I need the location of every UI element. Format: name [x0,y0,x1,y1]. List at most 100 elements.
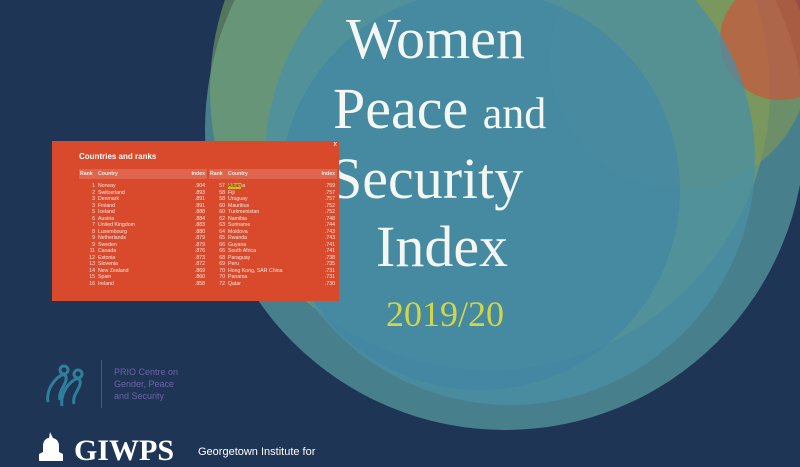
table-row: 60 Turkmenistan .752 [209,209,337,216]
table-row: 58 Fiji .757 [209,190,337,197]
table-row: 69 Peru .735 [209,261,337,268]
rank-cell: 12 [89,254,95,261]
country-cell: New Zealand [98,267,129,274]
cover-title-line-2: Peace and [333,76,547,141]
rank-cell: 3 [92,196,95,202]
country-cell: Paraguay [228,254,251,261]
rank-cell: 58 [219,189,225,196]
country-cell: Rwanda [228,235,248,241]
table-row: 66 South Africa .741 [209,248,337,255]
rank-cell: 69 [219,261,225,267]
country-cell: Panama [228,274,248,280]
table-row: 16 Ireland .858 [79,281,207,288]
header-country: Country [98,171,118,177]
index-cell: .735 [324,261,335,267]
table-header: Rank Country Index [209,169,337,179]
close-icon[interactable]: x [333,141,338,148]
table-row: 9 Sweden .879 [79,242,207,249]
country-cell: Switzerland [98,189,125,196]
index-cell: .876 [194,248,205,254]
index-cell: .891 [194,202,205,209]
index-cell: .752 [324,202,335,209]
countries-ranks-panel: x Countries and ranks Rank Country Index… [52,141,339,301]
index-cell: .744 [324,222,335,228]
table-row: 2 Switzerland .893 [79,190,207,197]
rank-cell: 60 [219,202,225,209]
prio-name: PRIO Centre on Gender, Peace and Securit… [114,367,179,401]
country-cell: Norway [98,183,116,189]
giwps-description: Georgetown Institute for [198,446,316,458]
header-rank: Rank [80,171,93,177]
index-cell: .731 [324,267,335,274]
index-cell: .741 [324,241,335,248]
country-cell: Fiji [228,189,235,196]
country-cell: Namibia [228,215,248,222]
cover-title-line-3: Security [330,146,524,211]
index-cell: .860 [194,274,205,280]
country-cell: Guyana [228,241,247,248]
country-cell: South Africa [228,248,256,254]
country-cell: Moldova [228,228,248,235]
rank-cell: 57 [219,183,225,189]
country-cell: Finland [98,202,116,209]
country-cell: Estonia [98,254,116,261]
table-row: 12 Estonia .873 [79,255,207,262]
index-cell: .858 [194,280,205,287]
index-cell: .888 [194,209,205,215]
country-cell: Luxembourg [98,228,127,235]
index-cell: .752 [324,209,335,215]
country-cell: Slovenia [98,261,118,267]
country-cell: Ireland [98,280,114,287]
rank-cell: 11 [89,248,95,254]
index-cell: .879 [194,241,205,248]
rank-cell: 8 [92,228,95,235]
index-cell: .891 [194,196,205,202]
giwps-logo-icon [39,432,63,461]
cover-title-line-1: Women [346,6,525,71]
ranks-table-left: Rank Country Index 1 Norway .904 2 Switzerla… [79,169,207,287]
search-highlight: Alban [228,183,242,189]
table-row: 65 Rwanda .743 [209,235,337,242]
rank-cell: 70 [219,274,225,280]
index-cell: .872 [194,261,205,267]
header-country: Country [228,171,248,177]
rank-cell: 70 [219,267,225,274]
index-cell: .904 [194,183,205,189]
index-cell: .873 [194,254,205,261]
country-cell: Peru [228,261,239,267]
index-cell: .748 [324,215,335,222]
ranks-heading: Countries and ranks [79,152,157,161]
table-row: 11 Canada .876 [79,248,207,255]
country-cell: Netherlands [98,235,126,241]
table-row: 15 Spain .860 [79,274,207,281]
index-cell: .884 [194,215,205,222]
index-cell: .883 [194,222,205,228]
rank-cell: 68 [219,254,225,261]
table-row: 64 Moldova .743 [209,229,337,236]
rank-cell: 13 [89,261,95,267]
country-cell: Spain [98,274,112,280]
rank-cell: 9 [92,241,95,248]
table-row: 70 Hong Kong, SAR China .731 [209,268,337,275]
rank-cell: 16 [89,280,95,287]
logo-divider [101,360,102,408]
index-cell: .893 [194,189,205,196]
index-cell: .741 [324,248,335,254]
index-cell: .757 [324,196,335,202]
rank-cell: 2 [92,189,95,196]
country-cell: Qatar [228,280,241,287]
country-cell: Turkmenistan [228,209,260,215]
country-cell: Uruguay [228,196,248,202]
index-cell: .757 [324,189,335,196]
ranks-table-right: Rank Country Index 57 Albania .759 58 Fiji .7… [209,169,337,287]
index-cell: .731 [324,274,335,280]
rank-cell: 58 [219,196,225,202]
index-cell: .730 [324,280,335,287]
rank-cell: 5 [92,209,95,215]
table-row: 13 Slovenia .872 [79,261,207,268]
cover-title-line-4: Index [376,214,509,279]
table-row: 72 Qatar .730 [209,281,337,288]
country-cell: Mauritius [228,202,250,209]
country-cell: Denmark [98,196,120,202]
rank-cell: 65 [219,235,225,241]
